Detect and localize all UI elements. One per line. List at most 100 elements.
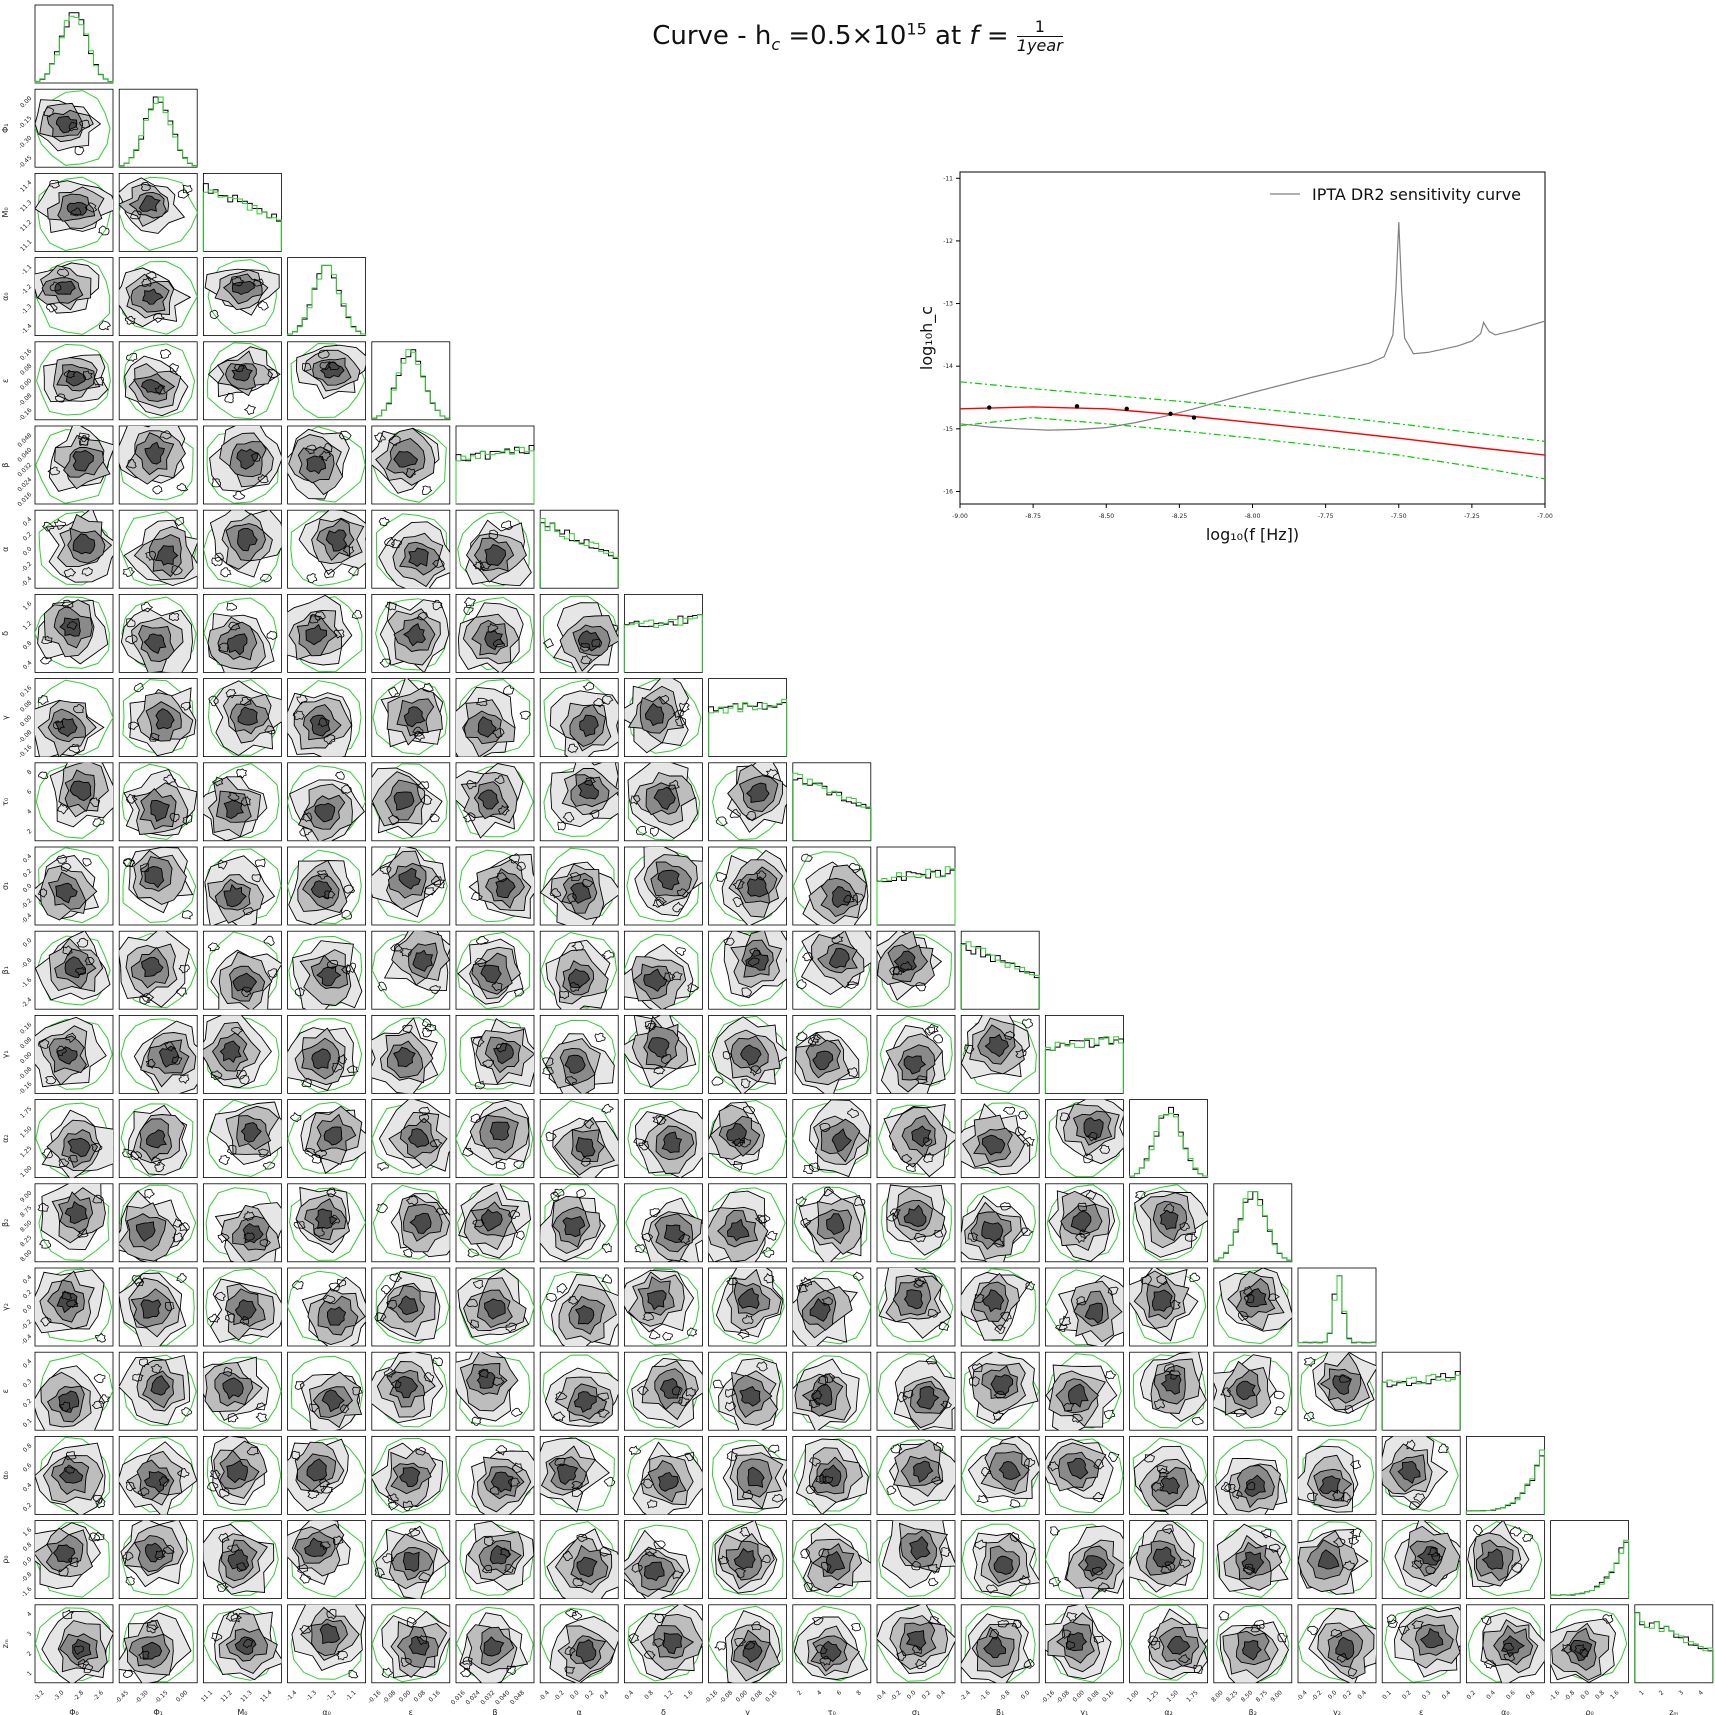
contour-group bbox=[287, 1270, 366, 1346]
contour-group bbox=[35, 258, 111, 335]
contour-island bbox=[765, 1230, 778, 1241]
contour-level-3 bbox=[409, 1212, 432, 1234]
contour-group bbox=[35, 1352, 113, 1431]
contour-island bbox=[726, 1277, 739, 1286]
contour-level-3 bbox=[310, 880, 333, 899]
panel-6-3 bbox=[287, 509, 367, 589]
contour-island bbox=[266, 630, 278, 640]
contour-level-3 bbox=[903, 1204, 927, 1227]
contour-group bbox=[540, 1183, 619, 1262]
contour-group bbox=[879, 1015, 953, 1094]
contour-island bbox=[756, 1361, 768, 1372]
contour-island bbox=[169, 812, 180, 823]
contour-island bbox=[240, 796, 252, 807]
contour-group bbox=[123, 343, 196, 419]
contour-island bbox=[405, 468, 416, 478]
panel-9-0: 8 6 4 2 τ₀ bbox=[1, 762, 114, 842]
contour-level-3 bbox=[495, 877, 516, 899]
panel-1-1 bbox=[118, 88, 198, 168]
contour-island bbox=[84, 202, 98, 213]
contour-island bbox=[61, 1291, 73, 1301]
panel-12-4 bbox=[371, 1015, 451, 1094]
contour-group bbox=[119, 1354, 197, 1426]
contour-island bbox=[999, 1201, 1011, 1211]
contour-group bbox=[1046, 1184, 1121, 1262]
contour-group bbox=[203, 1015, 280, 1089]
panel-16-12 bbox=[1045, 1351, 1124, 1431]
contour-level-3 bbox=[72, 449, 94, 472]
contour-group bbox=[881, 1184, 952, 1260]
contour-island bbox=[412, 726, 424, 737]
inset-ytick-2: -13 bbox=[943, 301, 953, 308]
contour-island bbox=[128, 721, 140, 730]
axis-label-y-17: α₀ bbox=[1, 1471, 10, 1479]
contour-island bbox=[495, 1042, 508, 1053]
contour-level-3 bbox=[54, 280, 76, 295]
contour-island bbox=[562, 812, 575, 823]
contour-island bbox=[154, 385, 167, 395]
inset-point-1 bbox=[1074, 404, 1080, 409]
contour-island bbox=[339, 1404, 350, 1414]
contour-island bbox=[180, 702, 192, 711]
contour-island bbox=[432, 599, 443, 611]
axis-label-y-2: M₀ bbox=[1, 207, 10, 217]
contour-group bbox=[457, 596, 534, 673]
histogram-green-10 bbox=[876, 866, 956, 925]
contour-island bbox=[553, 1411, 566, 1422]
contour-island bbox=[294, 1381, 305, 1390]
axis-label-y-1: Φ₁ bbox=[1, 123, 10, 133]
contour-island bbox=[343, 884, 356, 894]
contour-island bbox=[389, 1272, 403, 1283]
contour-island bbox=[56, 268, 69, 278]
panel-8-3 bbox=[287, 678, 367, 757]
contour-island bbox=[675, 947, 686, 957]
inset-xtick-8: -7.00 bbox=[1537, 513, 1553, 520]
contour-island bbox=[126, 618, 136, 628]
contour-island bbox=[98, 1394, 111, 1405]
contour-group bbox=[206, 1099, 282, 1178]
contour-level-3 bbox=[66, 202, 88, 216]
contour-level-3 bbox=[237, 527, 258, 552]
panel-6-1 bbox=[118, 509, 198, 589]
contour-group bbox=[35, 1436, 111, 1515]
contour-island bbox=[181, 1407, 193, 1417]
panel-14-2 bbox=[202, 1183, 282, 1263]
contour-island bbox=[338, 430, 352, 441]
panel-3-2 bbox=[202, 257, 282, 337]
contour-island bbox=[62, 945, 73, 956]
panel-7-4 bbox=[371, 594, 451, 673]
contour-island bbox=[239, 1315, 250, 1326]
contour-island bbox=[207, 1481, 219, 1492]
inset-xtick-7: -7.25 bbox=[1464, 513, 1480, 520]
contour-group bbox=[287, 426, 366, 503]
contour-island bbox=[38, 771, 49, 780]
contour-green bbox=[459, 1018, 532, 1090]
contour-green bbox=[1046, 1184, 1121, 1262]
contour-level-3 bbox=[575, 1137, 596, 1158]
contour-island bbox=[165, 1301, 175, 1312]
contour-island bbox=[1191, 1416, 1204, 1426]
contour-island bbox=[123, 858, 135, 868]
histogram-16 bbox=[1381, 1371, 1461, 1431]
contour-island bbox=[243, 404, 257, 416]
contour-group bbox=[459, 1018, 534, 1090]
contour-green bbox=[207, 342, 280, 420]
panel-frame bbox=[1213, 1183, 1293, 1263]
panel-10-0: 0.40.20.0-0.2-0.4σ₁ bbox=[1, 846, 114, 926]
panel-8-4 bbox=[371, 678, 451, 757]
contour-island bbox=[636, 1385, 649, 1396]
contour-island bbox=[596, 1408, 610, 1418]
contour-level-3 bbox=[1236, 1380, 1256, 1400]
contour-island bbox=[641, 1232, 654, 1243]
contour-island bbox=[500, 520, 513, 531]
contour-group bbox=[708, 1353, 784, 1431]
contour-island bbox=[580, 1156, 592, 1167]
panel-5-1 bbox=[118, 425, 198, 505]
contour-island bbox=[65, 1451, 77, 1460]
left-tick-6-2: 0.0 bbox=[22, 546, 34, 558]
contour-level-3 bbox=[135, 1221, 156, 1242]
contour-group bbox=[35, 90, 111, 166]
contour-group bbox=[627, 762, 701, 841]
contour-island bbox=[387, 814, 400, 826]
contour-island bbox=[1134, 1190, 1146, 1200]
